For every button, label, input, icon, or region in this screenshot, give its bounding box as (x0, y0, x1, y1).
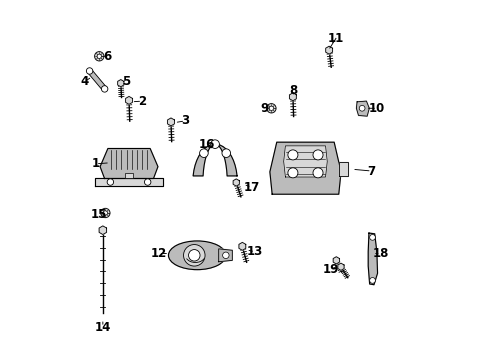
Circle shape (183, 244, 204, 266)
Circle shape (287, 150, 297, 160)
Polygon shape (325, 46, 332, 54)
Circle shape (199, 149, 208, 157)
Circle shape (266, 104, 276, 113)
Polygon shape (99, 226, 106, 234)
Polygon shape (94, 179, 163, 186)
Text: 3: 3 (181, 114, 189, 127)
Circle shape (359, 105, 364, 111)
Circle shape (188, 249, 200, 261)
Circle shape (312, 150, 323, 160)
Circle shape (107, 179, 113, 185)
Circle shape (369, 278, 375, 283)
Text: 18: 18 (372, 247, 388, 260)
Circle shape (101, 208, 110, 218)
Text: 15: 15 (90, 208, 106, 221)
Circle shape (144, 179, 151, 185)
Text: 7: 7 (367, 165, 375, 177)
Bar (124, 173, 133, 179)
Circle shape (94, 51, 104, 61)
Polygon shape (100, 149, 158, 179)
Circle shape (210, 140, 219, 148)
Polygon shape (167, 118, 174, 126)
Text: 17: 17 (243, 181, 259, 194)
Polygon shape (125, 96, 132, 104)
Polygon shape (233, 179, 239, 186)
Polygon shape (356, 101, 368, 116)
Text: 12: 12 (150, 247, 166, 260)
Circle shape (369, 234, 375, 240)
Text: 10: 10 (368, 102, 385, 115)
Text: 8: 8 (288, 84, 296, 97)
Polygon shape (269, 142, 340, 194)
Ellipse shape (168, 241, 225, 270)
Polygon shape (289, 93, 296, 101)
Text: 4: 4 (81, 75, 89, 88)
Circle shape (86, 68, 93, 74)
Polygon shape (338, 162, 348, 176)
Text: 16: 16 (198, 138, 215, 150)
Circle shape (222, 252, 228, 258)
Text: 1: 1 (91, 157, 100, 170)
Text: 9: 9 (260, 102, 268, 115)
Polygon shape (239, 242, 245, 250)
Polygon shape (367, 233, 377, 285)
Polygon shape (332, 257, 339, 264)
Circle shape (101, 86, 108, 92)
Text: 14: 14 (95, 320, 111, 333)
Circle shape (269, 106, 273, 111)
Text: 2: 2 (138, 95, 146, 108)
Polygon shape (193, 144, 237, 176)
Text: 13: 13 (246, 245, 263, 258)
Circle shape (222, 149, 230, 157)
Circle shape (312, 168, 323, 178)
Text: 6: 6 (103, 50, 111, 63)
Text: 19: 19 (322, 263, 338, 276)
Polygon shape (283, 146, 326, 177)
Polygon shape (118, 80, 123, 87)
Circle shape (97, 54, 101, 58)
Circle shape (287, 168, 297, 178)
Polygon shape (218, 249, 232, 262)
Text: 11: 11 (327, 32, 344, 45)
Polygon shape (337, 263, 344, 270)
Text: 5: 5 (122, 75, 130, 88)
Circle shape (103, 211, 107, 215)
